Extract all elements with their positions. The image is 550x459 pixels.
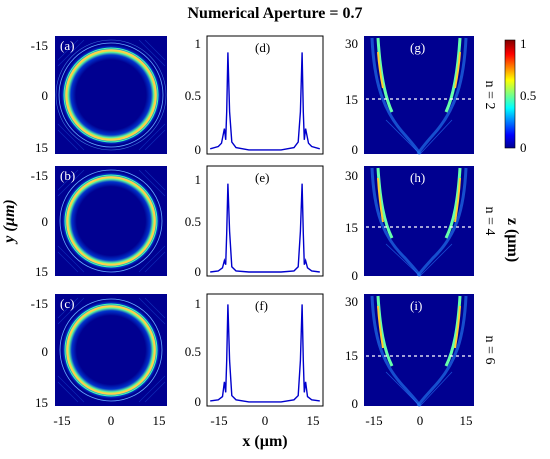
panel-label-h: (h) <box>410 170 425 185</box>
panel-label-a: (a) <box>60 38 74 53</box>
panel-label-g: (g) <box>410 40 425 55</box>
profile-y-tick: 1 <box>195 36 202 51</box>
x-tick: -15 <box>53 413 70 428</box>
z-tick: 30 <box>345 294 358 309</box>
y-tick: 0 <box>42 88 49 103</box>
panel-label-d: (d) <box>255 40 270 55</box>
profile-x-tick: 15 <box>307 413 320 428</box>
profile-y-tick: 0 <box>195 394 202 409</box>
y-tick: 15 <box>35 140 48 155</box>
row-label-n6: n = 6 <box>482 336 497 365</box>
xz-map-row-1 <box>364 36 474 155</box>
panel-label-f: (f) <box>255 298 268 313</box>
y-tick: 0 <box>42 214 49 229</box>
xy-map-row-2 <box>55 166 167 276</box>
panel-label-i: (i) <box>410 298 422 313</box>
row-label-n2: n = 2 <box>482 81 497 110</box>
profile-line-d <box>210 52 320 151</box>
y-tick: -15 <box>31 168 48 183</box>
y-axis-label: y (µm) <box>1 199 18 244</box>
profile-line-f <box>210 304 320 403</box>
profile-frame-d <box>206 35 324 155</box>
colorbar-tick: 0.5 <box>520 88 536 103</box>
profile-y-tick: 0 <box>195 264 202 279</box>
x-tick: 0 <box>108 413 115 428</box>
z-tick: 30 <box>345 36 358 51</box>
y-tick: 15 <box>35 395 48 410</box>
z-tick: 0 <box>352 268 359 283</box>
profile-y-tick: 0.5 <box>185 88 201 103</box>
profile-y-tick: 1 <box>195 172 202 187</box>
z-axis-label: z (µm) <box>504 218 521 262</box>
xz-map-row-3 <box>364 294 474 407</box>
z-x-tick: 0 <box>417 413 424 428</box>
y-tick: 0 <box>42 344 49 359</box>
panel-label-e: (e) <box>255 170 269 185</box>
profile-frame-f <box>206 293 324 407</box>
z-tick: 30 <box>345 168 358 183</box>
row-label-n4: n = 4 <box>482 207 497 236</box>
z-tick: 15 <box>345 348 358 363</box>
xy-map-row-1 <box>55 36 167 154</box>
profile-frame-e <box>206 165 324 277</box>
x-axis-label: x (µm) <box>242 433 287 450</box>
profile-x-tick: 0 <box>262 413 269 428</box>
z-tick: 0 <box>352 142 359 157</box>
colorbar-tick: 1 <box>520 36 527 51</box>
z-tick: 15 <box>345 92 358 107</box>
y-tick: 15 <box>35 264 48 279</box>
xy-map-row-3 <box>55 294 167 406</box>
z-tick: 15 <box>345 220 358 235</box>
colorbar: 1 0.5 0 <box>504 36 536 155</box>
profile-y-tick: 0 <box>195 142 202 157</box>
figure-title: Numerical Aperture = 0.7 <box>187 5 362 22</box>
z-x-tick: 15 <box>460 413 473 428</box>
colorbar-tick: 0 <box>520 140 527 155</box>
y-tick: -15 <box>31 38 48 53</box>
z-tick: 0 <box>352 396 359 411</box>
panel-label-c: (c) <box>60 296 74 311</box>
x-tick: 15 <box>153 413 166 428</box>
xz-map-row-2 <box>364 166 474 277</box>
profile-x-tick: -15 <box>210 413 227 428</box>
y-tick: -15 <box>31 296 48 311</box>
profile-y-tick: 0.5 <box>185 214 201 229</box>
profile-y-tick: 0.5 <box>185 344 201 359</box>
panel-label-b: (b) <box>60 168 75 183</box>
profile-y-tick: 1 <box>195 296 202 311</box>
profile-line-e <box>210 183 320 273</box>
z-x-tick: -15 <box>365 413 382 428</box>
